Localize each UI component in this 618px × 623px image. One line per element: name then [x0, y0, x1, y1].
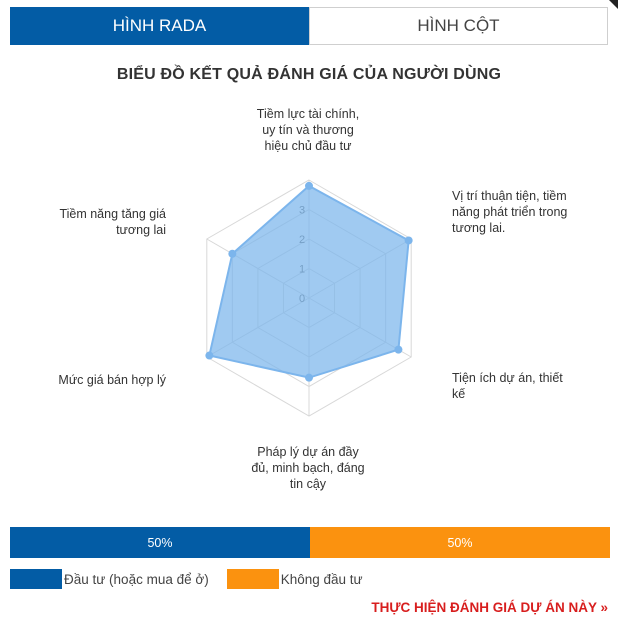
- chart-title: BIỂU ĐỒ KẾT QUẢ ĐÁNH GIÁ CỦA NGƯỜI DÙNG: [116, 66, 502, 83]
- legend: Đầu tư (hoặc mua để ở) Không đầu tư: [10, 569, 381, 589]
- axis-label-legal: Pháp lý dự án đầy đủ, minh bạch, đáng ti…: [251, 445, 365, 491]
- tab-column[interactable]: HÌNH CỘT: [309, 7, 608, 45]
- legend-item-invest: Đầu tư (hoặc mua để ở): [10, 569, 209, 589]
- axis-label-financial: Tiềm lực tài chính, uy tín và thương hiệ…: [256, 107, 360, 153]
- radar-point: [305, 373, 313, 382]
- no-invest-segment: 50%: [310, 527, 610, 558]
- radar-point: [404, 236, 413, 245]
- tab-radar[interactable]: HÌNH RADA: [10, 7, 309, 45]
- axis-label-appreciation: Tiềm năng tăng giá tương lai: [59, 207, 166, 237]
- corner-fold-icon: [609, 0, 618, 9]
- radar-chart: 0123: [205, 179, 413, 417]
- radar-point: [394, 345, 403, 354]
- radar-point: [205, 351, 214, 360]
- axis-label-amenities: Tiện ích dự án, thiết kế: [452, 371, 563, 401]
- radar-series: [205, 181, 413, 382]
- legend-label-no-invest: Không đầu tư: [280, 571, 363, 587]
- legend-item-no-invest: Không đầu tư: [226, 569, 363, 589]
- legend-label-invest: Đầu tư (hoặc mua để ở): [64, 571, 209, 587]
- radar-series-area: [208, 184, 410, 379]
- legend-swatch-no-invest: [226, 569, 279, 589]
- radar-point: [305, 181, 313, 190]
- legend-swatch-invest: [10, 569, 62, 589]
- axis-label-location: Vị trí thuận tiện, tiềm năng phát triển …: [452, 189, 568, 235]
- radar-point: [228, 249, 237, 258]
- rate-project-link[interactable]: THỰC HIỆN ĐÁNH GIÁ DỰ ÁN NÀY »: [371, 600, 608, 615]
- invest-segment: 50%: [10, 527, 310, 558]
- axis-label-price: Mức giá bán hợp lý: [58, 373, 166, 387]
- vote-distribution-bar: 50% 50%: [10, 527, 610, 558]
- chart-type-tabs: HÌNH RADA HÌNH CỘT: [10, 7, 608, 45]
